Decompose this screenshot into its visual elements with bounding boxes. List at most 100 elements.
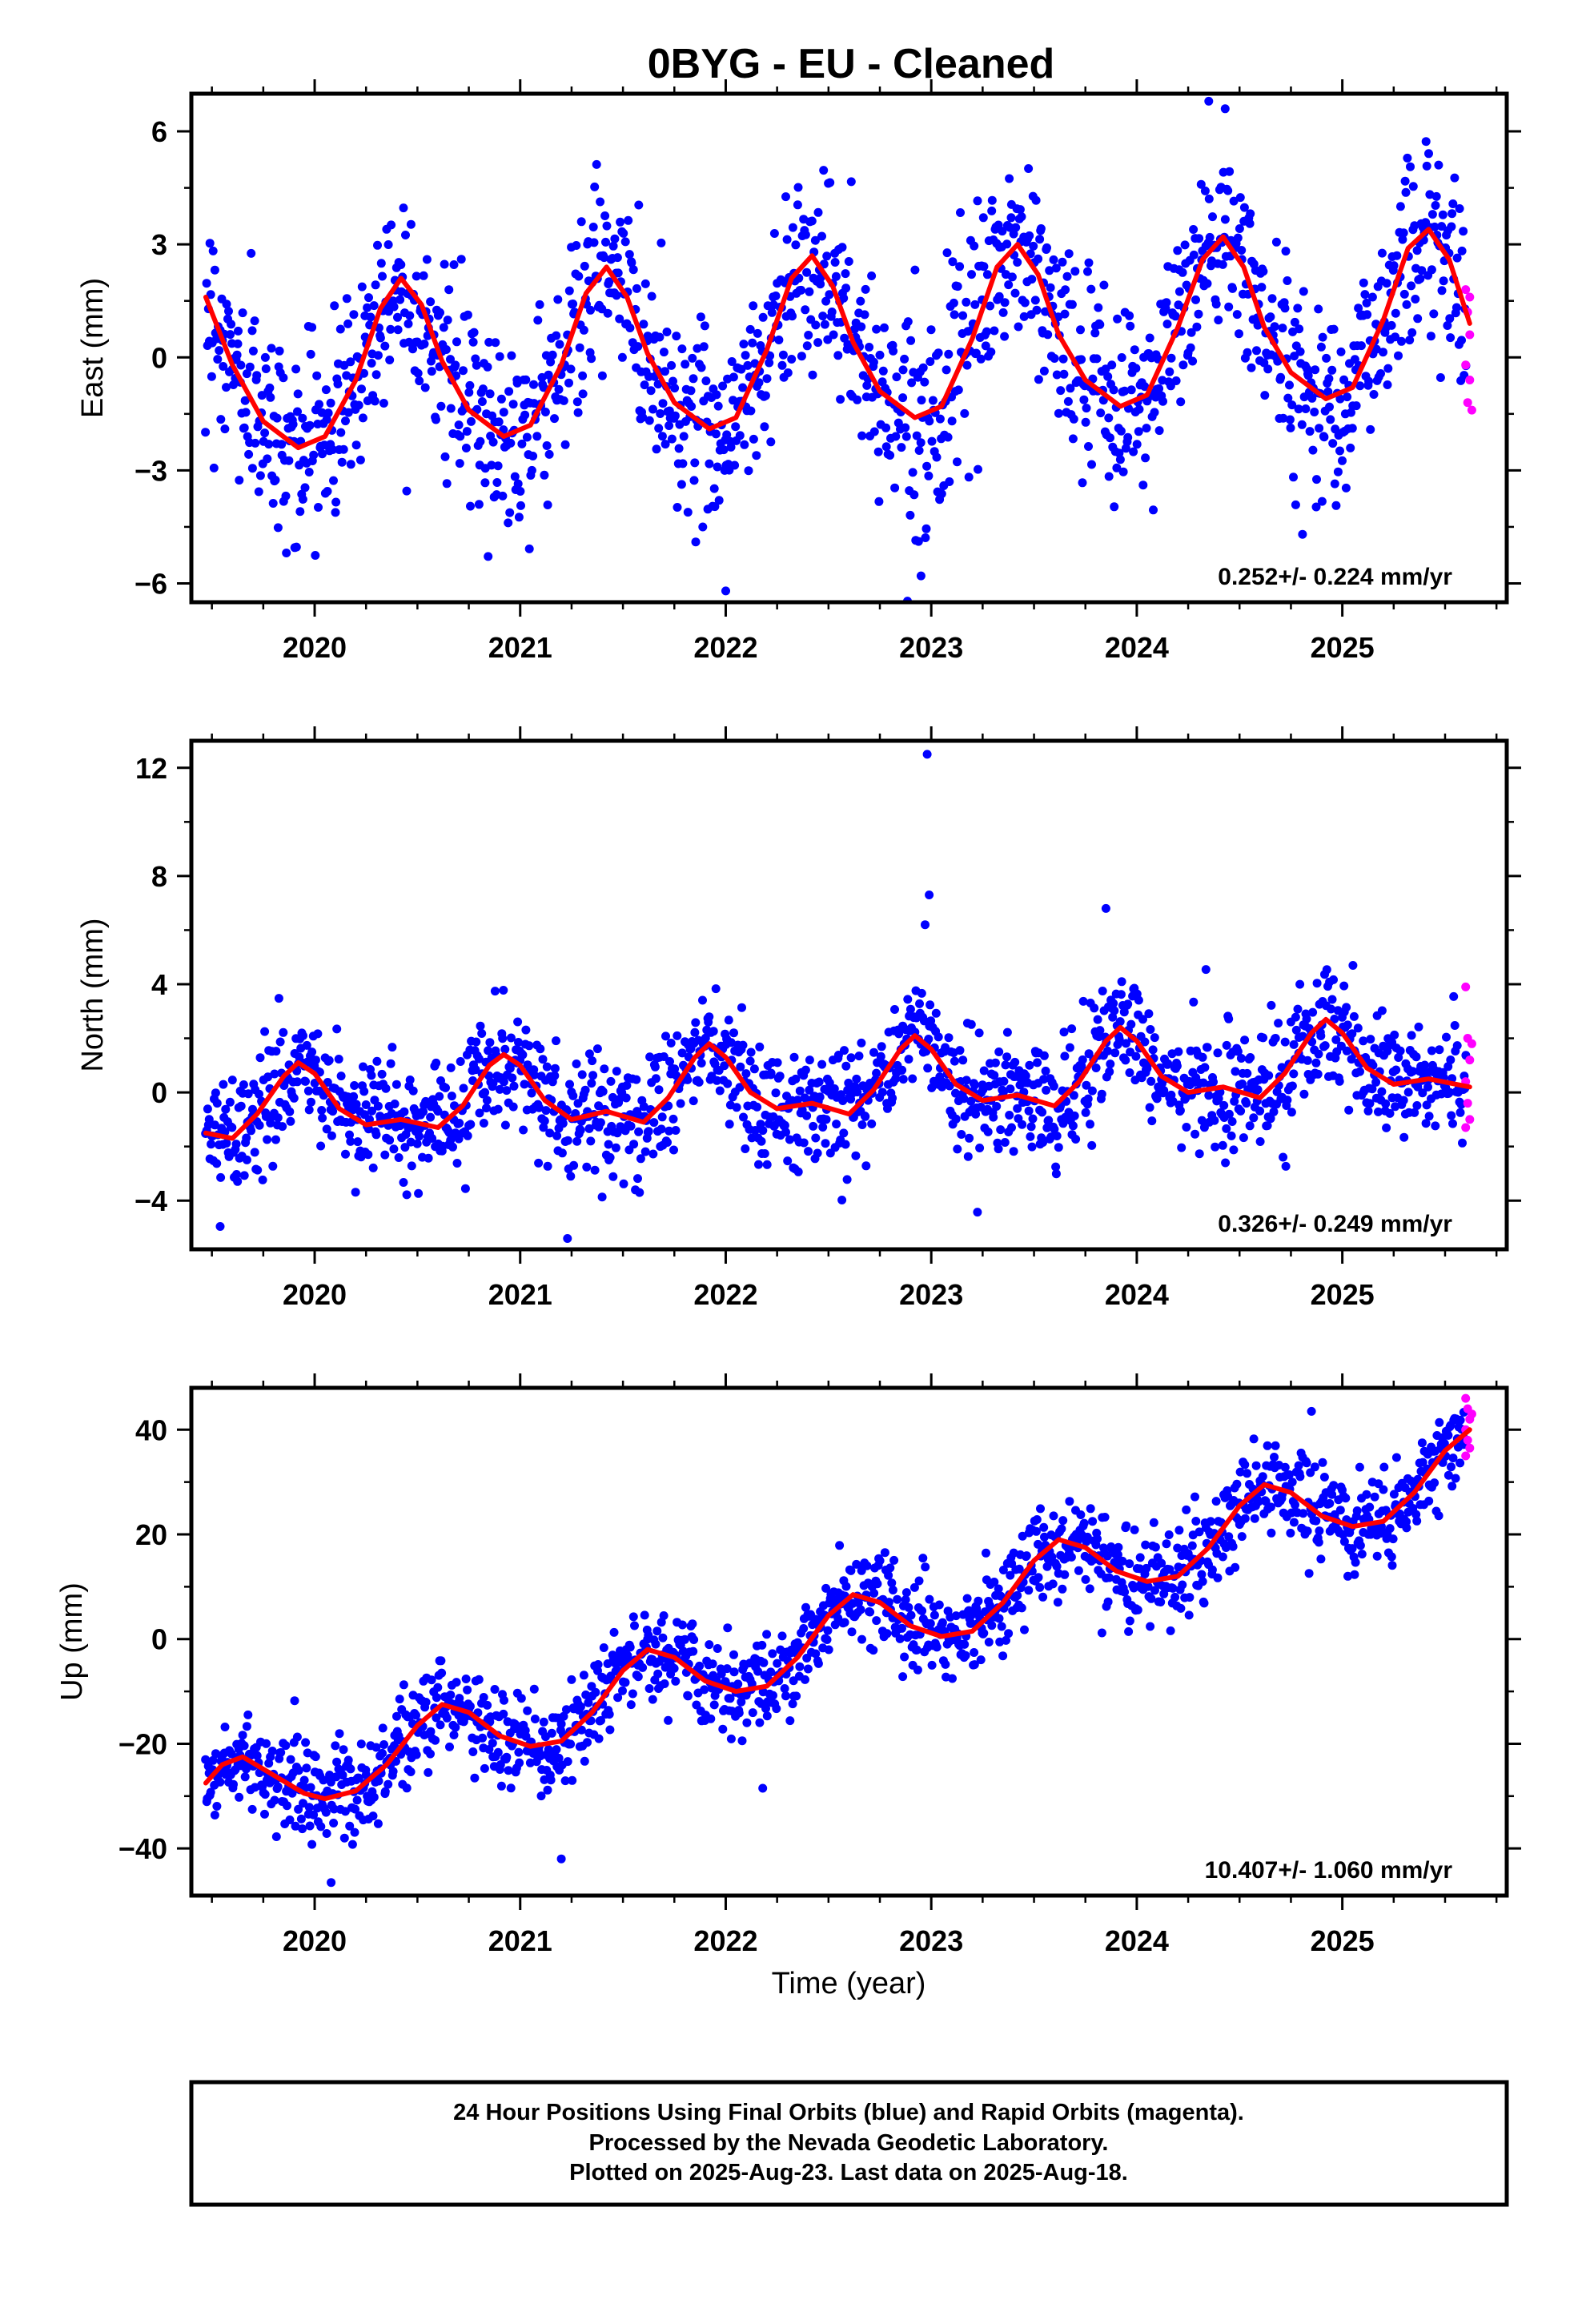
up-final-point [780, 1684, 789, 1693]
east-final-point [1099, 280, 1109, 290]
north-final-point [1122, 1039, 1130, 1048]
up-final-point [835, 1541, 845, 1550]
north-final-point [1201, 965, 1211, 975]
north-final-point [557, 1148, 567, 1158]
east-final-point [1379, 348, 1387, 357]
north-final-point [1302, 1014, 1311, 1023]
up-final-point [762, 1630, 772, 1639]
east-final-point [330, 301, 339, 311]
east-final-point [829, 330, 838, 340]
east-final-point [346, 357, 355, 367]
north-final-point [289, 1093, 299, 1103]
up-final-point [583, 1738, 592, 1747]
east-final-point [906, 336, 916, 345]
up-final-point [1114, 1542, 1123, 1552]
up-final-point [449, 1731, 459, 1739]
north-final-point [813, 1148, 822, 1158]
east-final-point [615, 314, 624, 324]
east-final-point [1004, 280, 1014, 290]
north-final-point [271, 1047, 281, 1056]
north-final-point [1420, 1060, 1429, 1070]
north-final-point [1078, 1055, 1087, 1064]
east-final-point [822, 251, 832, 261]
east-final-point [1394, 351, 1403, 360]
up-final-point [536, 1791, 546, 1801]
east-final-point [232, 350, 242, 360]
east-final-point [820, 320, 829, 329]
east-final-point [520, 410, 530, 420]
north-final-point [1280, 1037, 1290, 1047]
north-final-point [1150, 1033, 1159, 1043]
north-final-point [723, 1079, 733, 1088]
up-final-point [316, 1822, 326, 1831]
east-final-point [484, 337, 494, 347]
north-final-point [811, 1133, 821, 1143]
east-final-point [440, 259, 449, 269]
up-final-point [1156, 1598, 1166, 1606]
north-final-point [381, 1084, 391, 1093]
up-final-point [938, 1618, 947, 1627]
east-final-point [962, 297, 971, 307]
east-final-point [529, 380, 538, 389]
east-final-point [504, 387, 514, 396]
north-final-point [890, 1005, 899, 1014]
north-final-point [391, 1080, 401, 1089]
east-final-point [1015, 205, 1025, 215]
north-final-point [745, 1056, 755, 1066]
north-final-point [665, 1126, 674, 1136]
east-final-point [875, 350, 885, 360]
east-final-point [1328, 439, 1338, 448]
east-final-point [472, 360, 481, 370]
north-final-point [207, 1140, 216, 1149]
north-final-point [1086, 1120, 1094, 1129]
up-final-point [340, 1807, 350, 1816]
north-final-point [741, 1069, 751, 1079]
north-final-point [659, 1052, 669, 1061]
up-final-point [322, 1829, 331, 1838]
north-final-point [753, 1102, 762, 1112]
north-final-point [509, 1081, 519, 1091]
east-final-point [1235, 224, 1244, 233]
east-final-point [987, 195, 997, 205]
east-final-point [634, 200, 644, 210]
north-model-curve [203, 1016, 1472, 1141]
up-final-point [1035, 1582, 1045, 1592]
east-final-point [1267, 294, 1277, 304]
north-final-point [455, 1119, 464, 1128]
east-final-point [1013, 258, 1022, 267]
north-final-point [903, 995, 913, 1004]
east-final-point [910, 265, 920, 275]
north-final-point [248, 1104, 257, 1114]
up-x-tick-label: 2024 [1105, 1924, 1169, 1957]
east-final-point [469, 328, 479, 337]
north-final-point [963, 1152, 973, 1161]
east-rapid-point [1461, 285, 1471, 295]
up-final-point [206, 1787, 215, 1797]
north-final-point [651, 1074, 661, 1084]
east-final-point [942, 365, 951, 375]
east-final-point [958, 311, 968, 320]
up-final-point [286, 1755, 295, 1764]
east-final-point [878, 366, 888, 376]
east-final-point [510, 472, 520, 481]
north-final-point [477, 1029, 487, 1038]
east-final-point [841, 269, 850, 279]
east-final-point [788, 312, 797, 321]
east-final-point [624, 215, 633, 225]
up-final-point [1304, 1569, 1314, 1578]
north-final-point [1347, 1029, 1357, 1039]
up-final-point [215, 1777, 225, 1787]
up-final-point [591, 1687, 600, 1697]
up-final-point [1157, 1558, 1166, 1568]
east-final-point [661, 440, 670, 449]
up-final-point [270, 1795, 279, 1805]
east-final-point [1081, 417, 1090, 427]
footer-box: 24 Hour Positions Using Final Orbits (bl… [189, 2080, 1509, 2207]
north-final-point [1255, 1137, 1265, 1146]
east-final-point [235, 476, 244, 485]
north-final-point [750, 1126, 760, 1135]
north-final-point [1010, 1057, 1020, 1067]
north-final-point [1266, 1114, 1275, 1124]
east-final-point [1129, 447, 1138, 456]
